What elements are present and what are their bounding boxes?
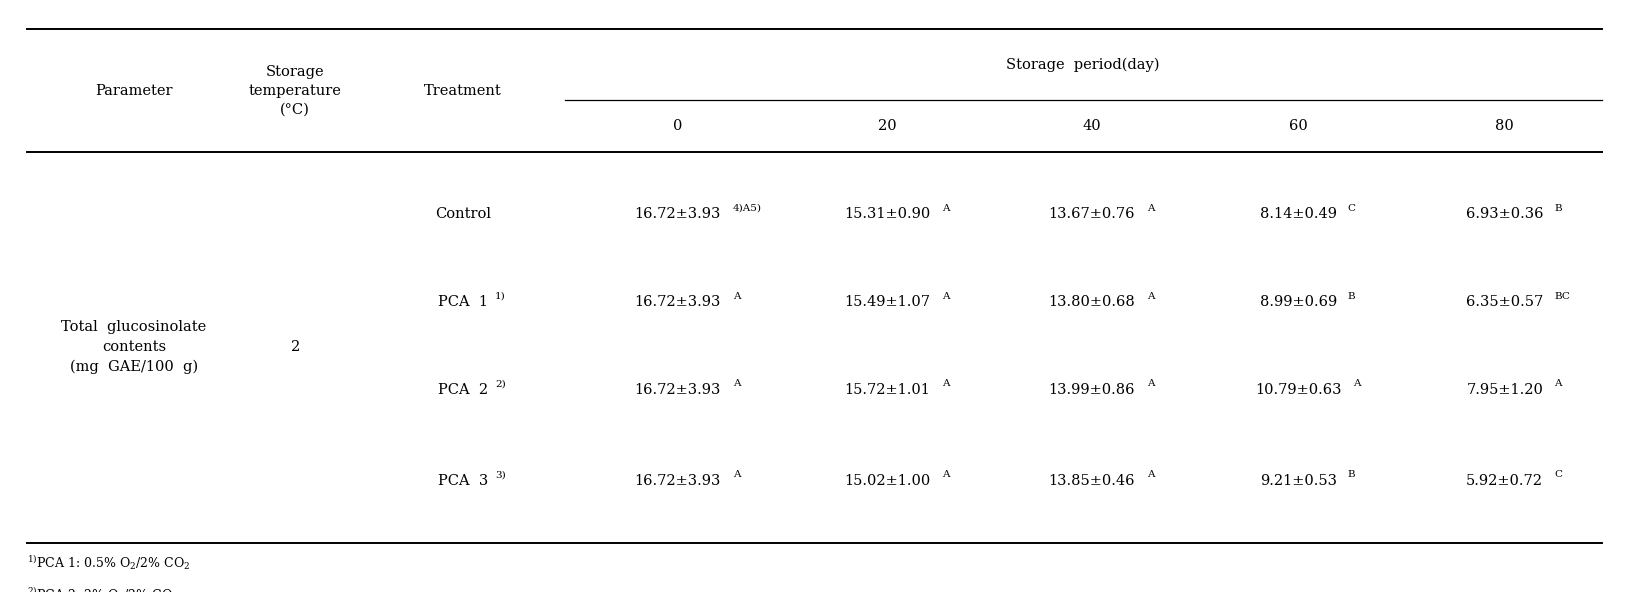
Text: PCA  2: PCA 2	[438, 383, 489, 397]
Text: B: B	[1554, 204, 1562, 213]
Text: B: B	[1347, 291, 1355, 301]
Text: 13.80±0.68: 13.80±0.68	[1049, 295, 1135, 309]
Text: 15.31±0.90: 15.31±0.90	[844, 207, 930, 221]
Text: A: A	[1147, 204, 1155, 213]
Text: 15.49±1.07: 15.49±1.07	[844, 295, 930, 309]
Text: 10.79±0.63: 10.79±0.63	[1254, 383, 1342, 397]
Text: A: A	[733, 470, 740, 480]
Text: C: C	[1554, 470, 1562, 480]
Text: $\mathregular{^{2)}}$PCA 2: 2% O$\mathregular{_2}$/2% CO$\mathregular{_2}$: $\mathregular{^{2)}}$PCA 2: 2% O$\mathre…	[28, 586, 179, 592]
Text: PCA  1: PCA 1	[438, 295, 489, 309]
Text: 3): 3)	[495, 470, 505, 480]
Text: 20: 20	[878, 119, 896, 133]
Text: 13.99±0.86: 13.99±0.86	[1049, 383, 1135, 397]
Text: Control: Control	[435, 207, 490, 221]
Text: A: A	[1147, 379, 1155, 388]
Text: A: A	[942, 204, 950, 213]
Text: Storage
temperature
(°C): Storage temperature (°C)	[249, 66, 342, 116]
Text: A: A	[1554, 379, 1561, 388]
Text: 0: 0	[673, 119, 683, 133]
Text: 1): 1)	[495, 291, 505, 301]
Text: Treatment: Treatment	[424, 84, 502, 98]
Text: A: A	[942, 470, 950, 480]
Text: A: A	[1147, 470, 1155, 480]
Text: A: A	[1354, 379, 1362, 388]
Text: BC: BC	[1554, 291, 1570, 301]
Text: 80: 80	[1495, 119, 1513, 133]
Text: 6.35±0.57: 6.35±0.57	[1466, 295, 1543, 309]
Text: 8.14±0.49: 8.14±0.49	[1259, 207, 1337, 221]
Text: A: A	[733, 291, 740, 301]
Text: C: C	[1347, 204, 1355, 213]
Text: Storage  period(day): Storage period(day)	[1007, 57, 1160, 72]
Text: 15.02±1.00: 15.02±1.00	[844, 474, 930, 488]
Text: 4)A5): 4)A5)	[733, 204, 762, 213]
Text: 2: 2	[290, 340, 300, 354]
Text: A: A	[942, 291, 950, 301]
Text: 13.85±0.46: 13.85±0.46	[1049, 474, 1135, 488]
Text: $\mathregular{^{1)}}$PCA 1: 0.5% O$\mathregular{_2}$/2% CO$\mathregular{_2}$: $\mathregular{^{1)}}$PCA 1: 0.5% O$\math…	[28, 554, 191, 572]
Text: A: A	[942, 379, 950, 388]
Text: 8.99±0.69: 8.99±0.69	[1259, 295, 1337, 309]
Text: 16.72±3.93: 16.72±3.93	[634, 207, 720, 221]
Text: 7.95±1.20: 7.95±1.20	[1466, 383, 1543, 397]
Text: A: A	[733, 379, 740, 388]
Text: 6.93±0.36: 6.93±0.36	[1466, 207, 1544, 221]
Text: A: A	[1147, 291, 1155, 301]
Text: B: B	[1347, 470, 1355, 480]
Text: 16.72±3.93: 16.72±3.93	[634, 383, 720, 397]
Text: Total  glucosinolate
contents
(mg  GAE/100  g): Total glucosinolate contents (mg GAE/100…	[62, 320, 207, 374]
Text: 60: 60	[1289, 119, 1308, 133]
Text: PCA  3: PCA 3	[438, 474, 489, 488]
Text: 40: 40	[1083, 119, 1101, 133]
Text: 2): 2)	[495, 379, 505, 388]
Text: 9.21±0.53: 9.21±0.53	[1259, 474, 1337, 488]
Text: 16.72±3.93: 16.72±3.93	[634, 474, 720, 488]
Text: Parameter: Parameter	[94, 84, 173, 98]
Text: 15.72±1.01: 15.72±1.01	[844, 383, 930, 397]
Text: 5.92±0.72: 5.92±0.72	[1466, 474, 1543, 488]
Text: 13.67±0.76: 13.67±0.76	[1049, 207, 1135, 221]
Text: 16.72±3.93: 16.72±3.93	[634, 295, 720, 309]
